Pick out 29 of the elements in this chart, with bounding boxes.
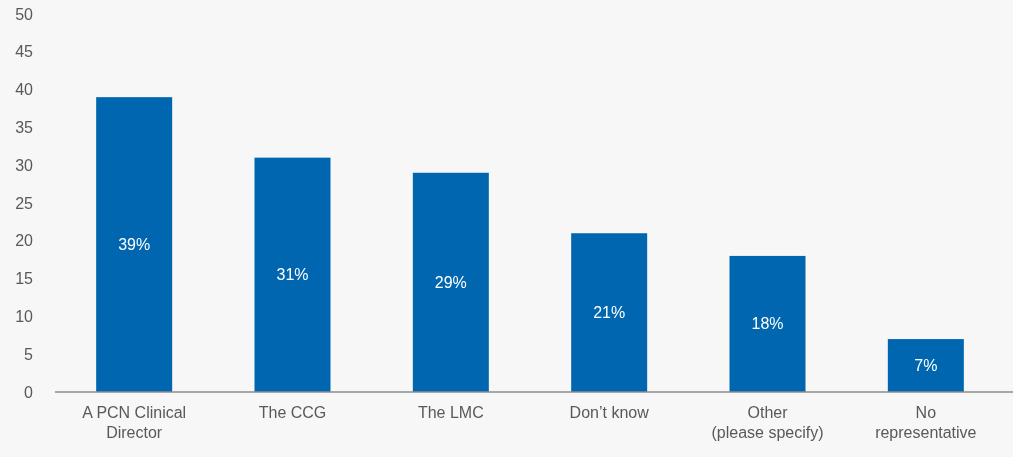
x-tick-label: Other (please specify) — [711, 404, 824, 441]
data-label: 29% — [434, 273, 467, 291]
bar — [254, 157, 331, 392]
bar — [571, 233, 648, 392]
y-tick-label: 0 — [24, 383, 34, 401]
y-tick-label: 20 — [15, 232, 34, 250]
bar — [729, 255, 806, 392]
data-label: 21% — [593, 304, 626, 322]
y-tick-label: 25 — [15, 194, 34, 212]
y-tick-label: 5 — [24, 345, 34, 363]
y-tick-label: 30 — [15, 156, 34, 174]
x-tick-label: A PCN Clinical Director — [82, 404, 187, 441]
bar — [887, 339, 964, 392]
y-tick-label: 50 — [15, 5, 34, 23]
x-tick-label: Don’t know — [569, 404, 650, 421]
y-tick-label: 10 — [15, 307, 34, 325]
data-label: 7% — [914, 357, 938, 375]
y-tick-label: 45 — [15, 43, 34, 61]
x-tick-label: The LMC — [417, 404, 484, 421]
x-tick-label: No representative — [875, 404, 977, 441]
y-tick-label: 40 — [15, 81, 34, 99]
bar — [96, 97, 173, 392]
data-label: 18% — [751, 315, 784, 333]
y-tick-label: 15 — [15, 270, 34, 288]
data-label: 39% — [118, 236, 151, 254]
bar — [412, 172, 489, 392]
x-tick-label: The CCG — [258, 404, 327, 421]
data-label: 31% — [276, 266, 309, 284]
y-tick-label: 35 — [15, 118, 34, 136]
